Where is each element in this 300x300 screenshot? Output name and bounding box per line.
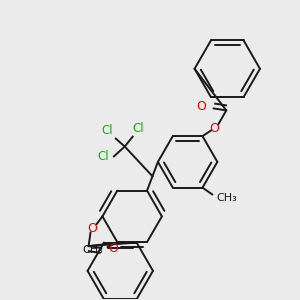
Text: Cl: Cl — [133, 122, 144, 135]
Text: O: O — [209, 122, 219, 135]
Text: CH₃: CH₃ — [216, 193, 237, 202]
Text: Cl: Cl — [97, 150, 109, 163]
Text: O: O — [108, 242, 118, 255]
Text: O: O — [88, 222, 98, 235]
Text: CH₃: CH₃ — [83, 245, 104, 255]
Text: Cl: Cl — [101, 124, 113, 137]
Text: O: O — [196, 100, 206, 113]
